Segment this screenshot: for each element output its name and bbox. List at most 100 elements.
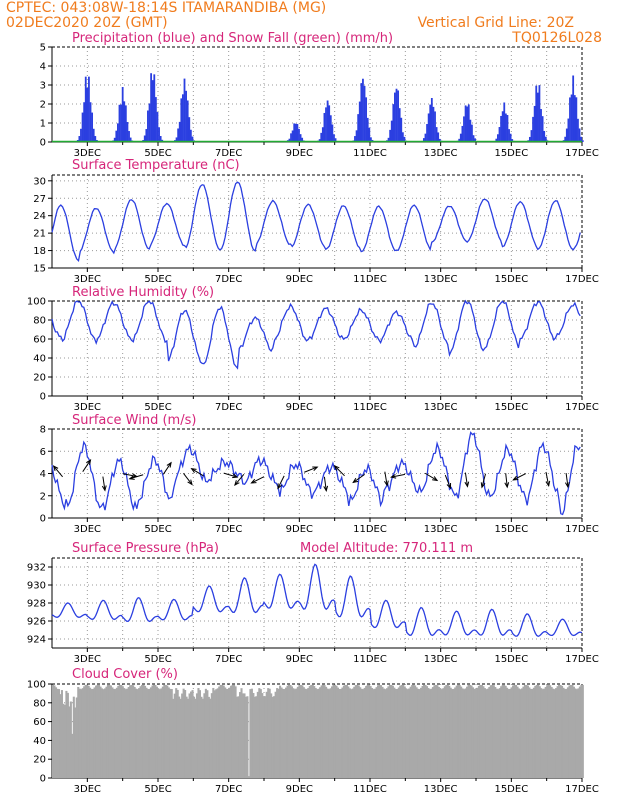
cloud-bar	[261, 693, 264, 778]
cloud-bar	[287, 684, 291, 778]
x-tick-label: 13DEC	[424, 148, 458, 159]
x-tick-label: 17DEC	[565, 784, 599, 795]
cloud-bar	[486, 688, 489, 778]
x-tick-label: 5DEC	[144, 402, 171, 413]
cloud-bar	[522, 686, 525, 778]
precip-bar	[430, 98, 433, 142]
wind-arrow	[122, 473, 137, 477]
precip-bar	[175, 137, 178, 142]
x-tick-label: 13DEC	[424, 784, 458, 795]
cloud-bar	[525, 684, 528, 778]
cloud-bar	[71, 733, 74, 778]
cloud-bar	[516, 686, 519, 778]
cloud-bar	[255, 696, 258, 778]
wind-arrow	[304, 466, 318, 473]
panel-title: Precipitation (blue) and Snow Fall (gree…	[72, 31, 393, 46]
x-tick-label: 15DEC	[494, 402, 528, 413]
cloud-bar	[271, 696, 274, 778]
cloud-bar	[409, 686, 412, 778]
cloud-bar	[495, 688, 498, 778]
cloud-bar	[384, 689, 387, 778]
cloud-bar	[461, 688, 464, 778]
cloud-bar	[138, 688, 141, 778]
cloud-bar	[117, 685, 120, 778]
wind-arrow	[565, 473, 569, 488]
wind-arrow-head	[384, 480, 389, 487]
cloud-bar	[500, 686, 503, 778]
wind-arrow-head	[166, 461, 172, 468]
wind-arrow-head	[564, 482, 570, 489]
x-tick-label: 3DEC	[74, 654, 101, 665]
cloud-bar	[221, 684, 224, 778]
cloud-bar	[136, 689, 139, 778]
precip-bar	[183, 78, 186, 142]
precip-bar	[366, 117, 369, 142]
precip-bar	[400, 117, 403, 142]
precip-bar	[535, 85, 538, 142]
wind-arrow-head	[128, 475, 135, 480]
precip-bar	[464, 105, 467, 142]
precip-bar	[296, 123, 299, 142]
cloud-bar	[509, 688, 512, 778]
cloud-bar	[267, 688, 270, 778]
cloud-bar	[80, 689, 83, 778]
x-tick-label: 5DEC	[144, 784, 171, 795]
cloud-bar	[230, 685, 233, 778]
precip-bar	[392, 104, 395, 142]
cloud-bar	[323, 685, 326, 778]
precip-bar	[500, 115, 502, 142]
cloud-bar	[311, 684, 314, 778]
cloud-bar	[195, 693, 199, 778]
panel-title: Cloud Cover (%)	[72, 667, 178, 682]
cloud-bar	[415, 687, 418, 778]
cloud-bar	[562, 687, 565, 778]
cloud-bar	[408, 688, 411, 778]
cloud-bar	[173, 693, 176, 778]
cloud-bar	[558, 684, 561, 778]
cloud-bar	[106, 684, 109, 778]
cloud-bar	[442, 688, 445, 778]
cloud-bar	[523, 684, 526, 778]
cloud-bar	[566, 687, 570, 778]
cloud-bar	[494, 687, 497, 778]
cloud-bar	[84, 684, 87, 778]
cloud-bar	[388, 684, 391, 778]
cloud-bar	[182, 688, 185, 778]
cloud-bar	[317, 688, 320, 778]
cloud-bar	[430, 688, 433, 778]
cloud-bar	[57, 689, 61, 778]
precip-bar	[497, 134, 499, 142]
cloud-bar	[375, 687, 378, 778]
cloud-bar	[577, 688, 580, 778]
cloud-bar	[532, 687, 535, 778]
cloud-bar	[534, 685, 537, 778]
cloud-bar	[308, 686, 311, 778]
y-tick-label: 80	[33, 698, 46, 709]
precip-bar	[354, 136, 356, 142]
precip-bar	[178, 121, 181, 142]
x-tick-label: 17DEC	[565, 654, 599, 665]
cloud-bar	[292, 688, 295, 778]
cloud-bar	[100, 688, 104, 778]
cloud-bar	[213, 690, 216, 778]
precip-bar	[511, 139, 514, 142]
cloud-bar	[535, 684, 538, 778]
x-tick-label: 15DEC	[494, 148, 528, 159]
cloud-bar	[417, 688, 420, 778]
wind-arrow-head	[432, 476, 439, 482]
precip-bar	[186, 100, 189, 142]
cloud-bar	[86, 684, 89, 778]
cloud-bar	[357, 685, 360, 778]
x-tick-label: 7DEC	[215, 148, 242, 159]
cloud-bar	[437, 686, 440, 778]
cloud-bar	[250, 688, 253, 778]
cloud-bar	[335, 685, 338, 778]
cloud-bar	[181, 693, 184, 778]
precip-bar	[129, 137, 132, 142]
cloud-bar	[78, 688, 81, 778]
precip-bar	[360, 83, 363, 142]
cloud-bar	[397, 687, 400, 778]
cloud-bar	[190, 691, 193, 778]
cloud-bar	[351, 688, 354, 778]
cloud-bar	[184, 689, 187, 778]
